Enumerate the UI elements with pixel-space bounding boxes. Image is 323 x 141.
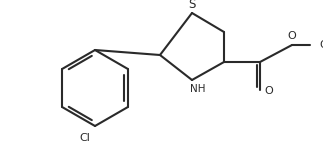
Text: O: O: [265, 86, 273, 96]
Text: O: O: [287, 31, 297, 41]
Text: Cl: Cl: [79, 133, 90, 141]
Text: NH: NH: [190, 84, 206, 94]
Text: S: S: [188, 0, 196, 12]
Text: CH₃: CH₃: [319, 40, 323, 50]
